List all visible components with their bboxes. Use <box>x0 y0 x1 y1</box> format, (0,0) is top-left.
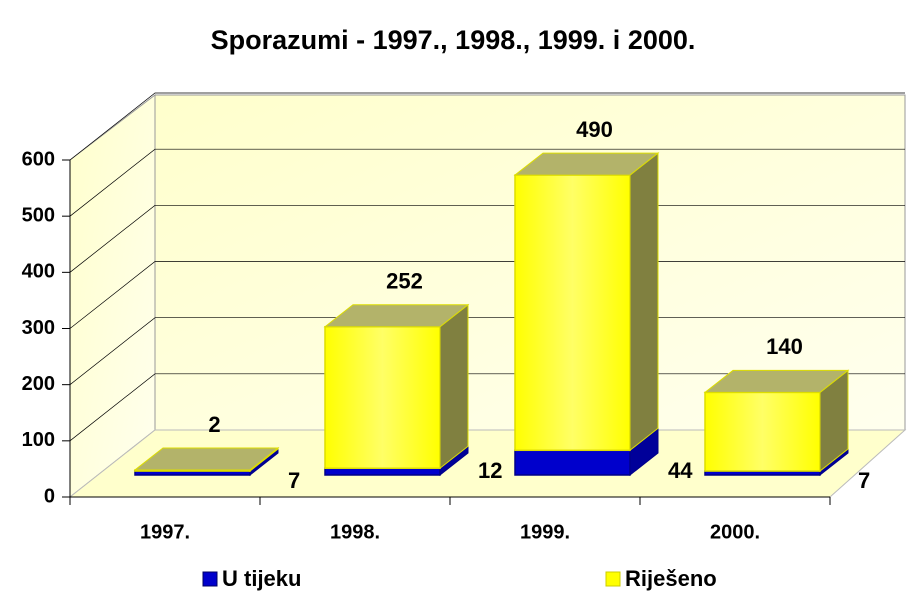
value-label: 2 <box>208 412 220 437</box>
legend-label: Riješeno <box>625 566 717 591</box>
grid-line <box>69 148 905 217</box>
x-tick-label: 1998. <box>330 521 380 543</box>
side-wall <box>69 93 156 499</box>
bar <box>703 369 850 473</box>
bar-side <box>629 152 659 452</box>
bar-side <box>439 303 469 470</box>
y-tick-label: 100 <box>22 429 55 451</box>
bar-top <box>133 447 280 471</box>
bar <box>514 427 659 477</box>
bar-top <box>703 369 850 393</box>
bar <box>133 446 280 473</box>
value-label: 490 <box>576 117 613 142</box>
x-tick-label: 1999. <box>520 521 570 543</box>
value-label: 7 <box>288 468 300 493</box>
value-label: 12 <box>478 458 502 483</box>
chart-title: Sporazumi - 1997., 1998., 1999. i 2000. <box>211 25 696 55</box>
value-label: 140 <box>766 334 803 359</box>
y-tick-label: 500 <box>22 204 55 226</box>
bar-front <box>324 467 441 476</box>
value-label: 252 <box>386 269 423 294</box>
y-tick-label: 200 <box>22 373 55 395</box>
value-label: 7 <box>858 468 870 493</box>
bar-front <box>704 391 821 472</box>
bar-top <box>323 304 470 328</box>
bar-top <box>513 152 660 176</box>
y-tick-label: 0 <box>44 485 55 507</box>
bar-front <box>324 325 441 470</box>
bar-front <box>514 449 631 476</box>
y-tick-label: 600 <box>22 148 55 170</box>
bar <box>513 152 660 452</box>
value-label: 44 <box>668 458 693 483</box>
y-tick-label: 300 <box>22 317 55 339</box>
grid-line <box>69 92 905 161</box>
bar <box>323 303 470 470</box>
legend-label: U tijeku <box>222 566 301 591</box>
x-tick-label: 2000. <box>710 521 760 543</box>
y-tick-label: 400 <box>22 261 55 283</box>
bar-front <box>514 174 631 452</box>
legend-swatch <box>202 571 218 587</box>
x-tick-label: 1997. <box>140 521 190 543</box>
legend-swatch <box>605 571 621 587</box>
